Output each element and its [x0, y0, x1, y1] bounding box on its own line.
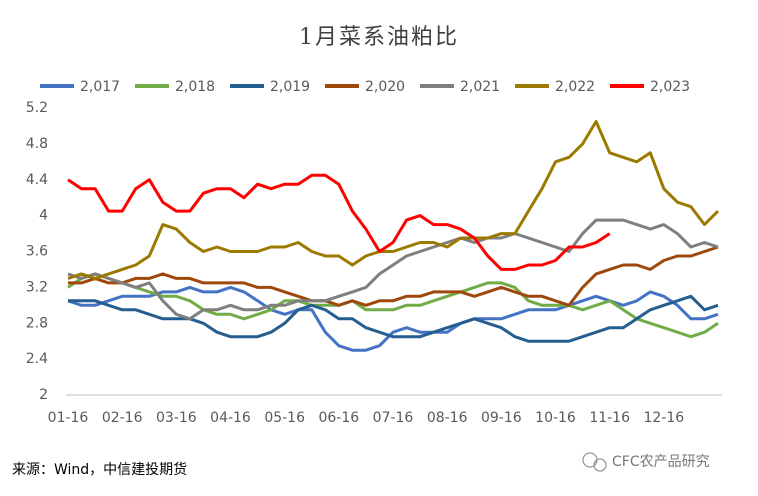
chart-title: 1月菜系油粕比 [299, 25, 459, 50]
x-tick-label: 08-16 [427, 410, 468, 426]
y-tick-label: 5.2 [26, 100, 48, 116]
x-tick-label: 11-16 [589, 410, 630, 426]
legend-label: 2,017 [80, 79, 120, 95]
y-tick-label: 4 [39, 208, 48, 224]
watermark-icon [582, 452, 607, 472]
legend-label: 2,022 [555, 79, 595, 95]
series-line [67, 173, 611, 271]
y-tick-label: 2 [39, 387, 48, 403]
legend-label: 2,019 [270, 79, 310, 95]
y-tick-label: 3.6 [26, 244, 48, 260]
series-line [68, 245, 719, 307]
series-line [67, 120, 720, 280]
legend-label: 2,018 [175, 79, 215, 95]
legend-label: 2,023 [650, 79, 690, 95]
x-tick-label: 03-16 [156, 410, 197, 426]
series-line [67, 272, 719, 339]
legend-label: 2,020 [365, 79, 405, 95]
x-tick-label: 02-16 [102, 410, 143, 426]
x-tick-label: 01-16 [48, 410, 89, 426]
x-tick-label: 12-16 [643, 410, 684, 426]
series-line [67, 218, 719, 321]
series-line [68, 294, 719, 343]
y-tick-label: 4.8 [26, 136, 48, 152]
x-tick-label: 04-16 [210, 410, 251, 426]
legend-label: 2,021 [460, 79, 500, 95]
y-tick-label: 2.4 [26, 351, 48, 367]
watermark: CFC农产品研究 [612, 454, 710, 470]
x-tick-label: 05-16 [264, 410, 305, 426]
x-tick-label: 06-16 [318, 410, 359, 426]
x-tick-label: 07-16 [373, 410, 414, 426]
x-tick-label: 10-16 [535, 410, 576, 426]
source: 来源：Wind，中信建投期货 [12, 461, 187, 478]
y-tick-label: 4.4 [26, 172, 48, 188]
y-tick-label: 2.8 [26, 315, 48, 331]
x-tick-label: 09-16 [481, 410, 522, 426]
y-tick-label: 3.2 [26, 279, 48, 295]
